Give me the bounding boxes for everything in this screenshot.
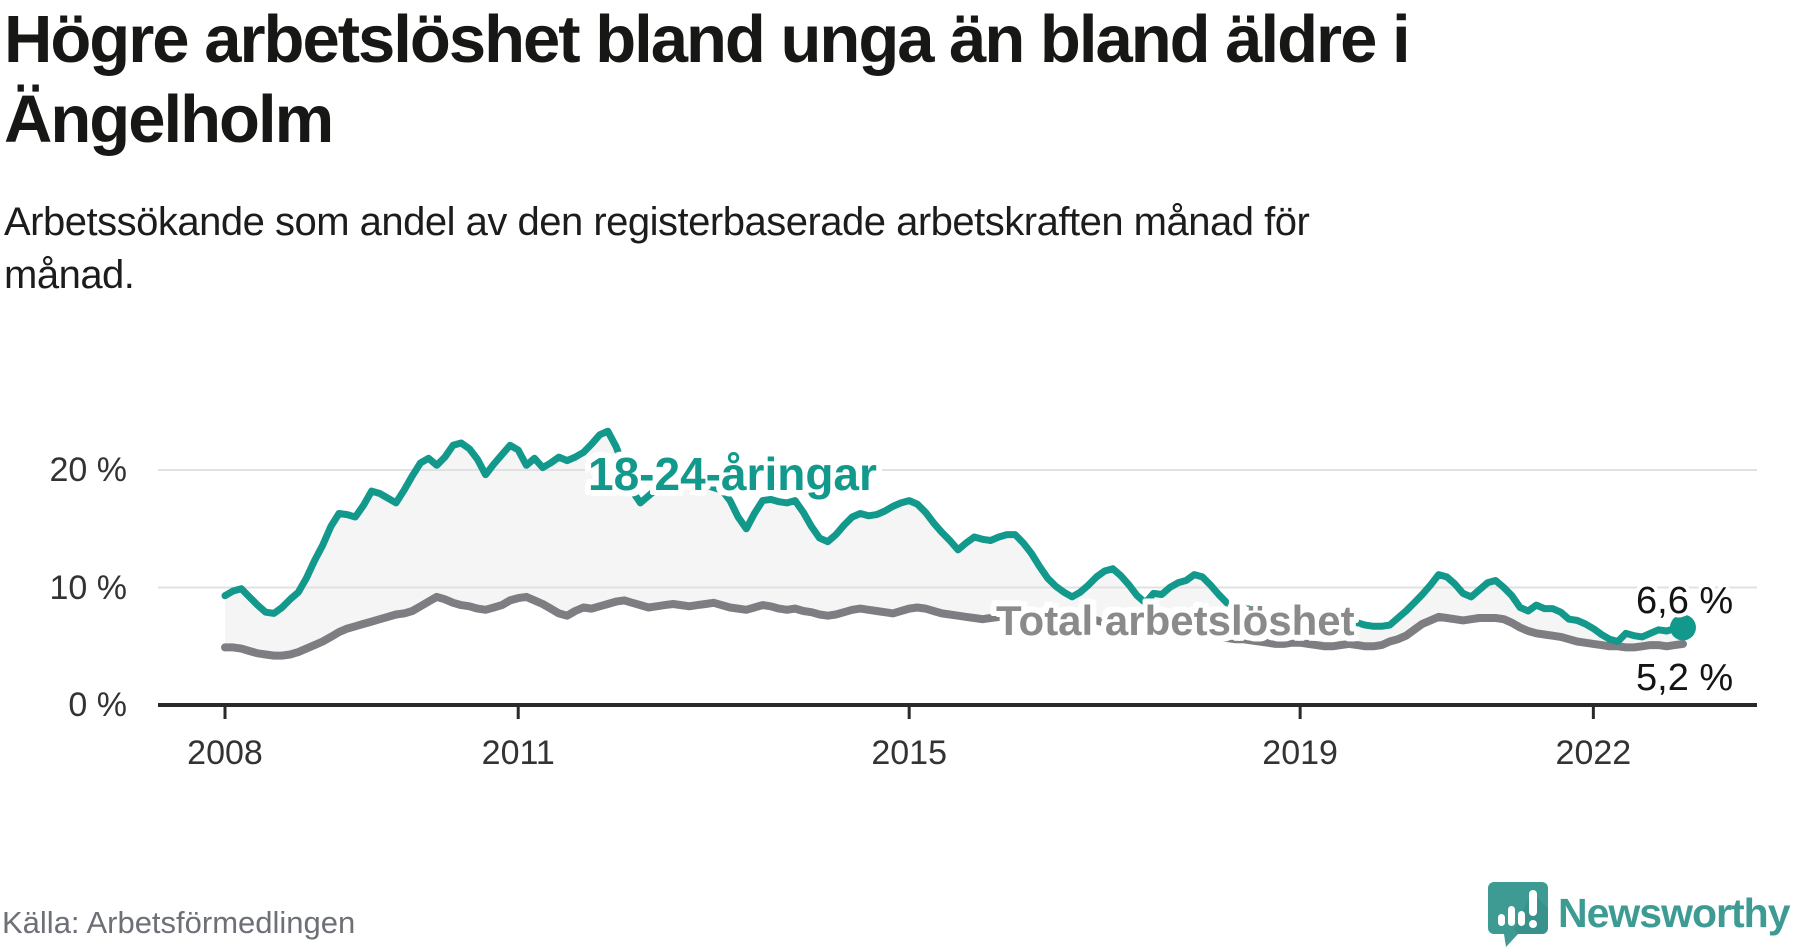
x-tick-label: 2015 <box>871 734 947 772</box>
series-label-youth: 18-24-åringar <box>588 448 877 500</box>
chart-subtitle: Arbetssökande som andel av den registerb… <box>4 196 1704 302</box>
x-tick-label: 2008 <box>187 734 263 772</box>
y-tick-label: 20 % <box>49 451 128 489</box>
youth-line <box>221 427 1687 645</box>
y-tick-label: 0 % <box>68 686 127 724</box>
end-value-total: 5,2 % <box>1636 657 1734 699</box>
x-tick-label: 2022 <box>1555 734 1632 772</box>
end-value-youth: 6,6 % <box>1636 580 1734 622</box>
title-line-1: Högre arbetslöshet bland unga än bland ä… <box>4 2 1411 77</box>
source-note: Källa: Arbetsförmedlingen <box>2 905 356 940</box>
newsworthy-wordmark: Newsworthy <box>1558 890 1790 936</box>
x-tick-label: 2019 <box>1262 734 1338 772</box>
newsworthy-icon <box>1488 882 1548 947</box>
newsworthy-logo: Newsworthy <box>1488 880 1800 948</box>
subtitle-line-1: Arbetssökande som andel av den registerb… <box>4 200 1310 244</box>
latest-value-dot <box>1669 614 1696 641</box>
gridlines <box>158 469 1757 589</box>
total-line <box>221 592 1687 660</box>
y-tick-label: 10 % <box>49 568 128 607</box>
title-line-2: Ängelholm <box>4 82 334 157</box>
series-label-total: Total arbetslöshet <box>996 597 1355 644</box>
subtitle-line-2: månad. <box>4 253 135 297</box>
band-fill <box>225 431 1683 656</box>
page-title: Högre arbetslöshet bland unga än bland ä… <box>4 0 1794 160</box>
x-tick-label: 2011 <box>481 734 555 772</box>
x-axis <box>158 703 1757 719</box>
